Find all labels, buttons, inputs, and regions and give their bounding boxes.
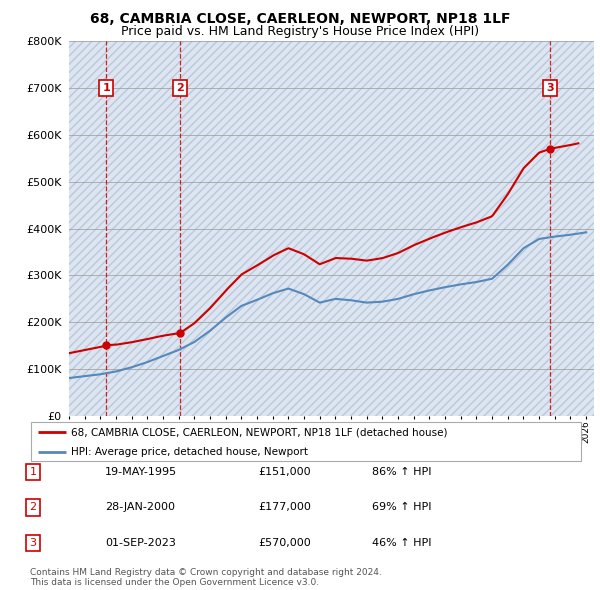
Text: 3: 3 bbox=[546, 83, 553, 93]
Text: 86% ↑ HPI: 86% ↑ HPI bbox=[372, 467, 431, 477]
Text: 28-JAN-2000: 28-JAN-2000 bbox=[105, 503, 175, 512]
Text: HPI: Average price, detached house, Newport: HPI: Average price, detached house, Newp… bbox=[71, 447, 308, 457]
Text: £570,000: £570,000 bbox=[258, 538, 311, 548]
FancyBboxPatch shape bbox=[31, 422, 581, 461]
Text: 3: 3 bbox=[29, 538, 37, 548]
Text: 2: 2 bbox=[29, 503, 37, 512]
Text: 68, CAMBRIA CLOSE, CAERLEON, NEWPORT, NP18 1LF (detached house): 68, CAMBRIA CLOSE, CAERLEON, NEWPORT, NP… bbox=[71, 427, 448, 437]
Text: Price paid vs. HM Land Registry's House Price Index (HPI): Price paid vs. HM Land Registry's House … bbox=[121, 25, 479, 38]
Text: £151,000: £151,000 bbox=[258, 467, 311, 477]
Text: 69% ↑ HPI: 69% ↑ HPI bbox=[372, 503, 431, 512]
Text: Contains HM Land Registry data © Crown copyright and database right 2024.
This d: Contains HM Land Registry data © Crown c… bbox=[30, 568, 382, 587]
Text: 2: 2 bbox=[176, 83, 184, 93]
Text: 46% ↑ HPI: 46% ↑ HPI bbox=[372, 538, 431, 548]
Text: 68, CAMBRIA CLOSE, CAERLEON, NEWPORT, NP18 1LF: 68, CAMBRIA CLOSE, CAERLEON, NEWPORT, NP… bbox=[90, 12, 510, 26]
Text: 01-SEP-2023: 01-SEP-2023 bbox=[105, 538, 176, 548]
Text: 19-MAY-1995: 19-MAY-1995 bbox=[105, 467, 177, 477]
Text: 1: 1 bbox=[103, 83, 110, 93]
Text: £177,000: £177,000 bbox=[258, 503, 311, 512]
Text: 1: 1 bbox=[29, 467, 37, 477]
